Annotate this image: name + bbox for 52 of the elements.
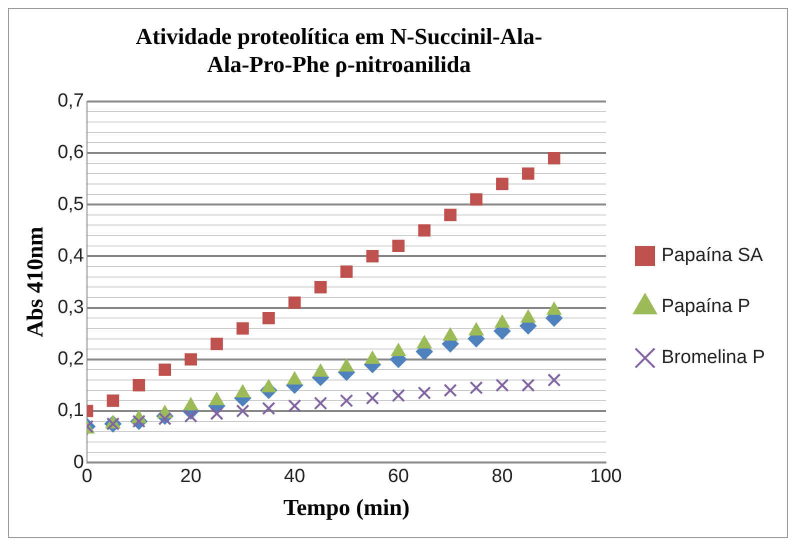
legend-label: Papaína SA — [662, 245, 764, 266]
point — [470, 193, 482, 206]
point — [547, 373, 561, 387]
y-tick-label: 0,6 — [58, 142, 84, 164]
x-tick-label: 20 — [180, 466, 202, 488]
point — [158, 364, 172, 376]
point — [366, 250, 379, 262]
point — [132, 379, 146, 392]
point — [392, 240, 405, 252]
point — [210, 406, 224, 420]
point — [522, 167, 534, 180]
point — [262, 312, 275, 324]
point — [444, 208, 456, 222]
point — [548, 152, 560, 164]
point — [210, 338, 223, 350]
point — [288, 399, 302, 412]
x-tick-label: 60 — [388, 466, 409, 488]
point — [184, 353, 197, 366]
point — [184, 410, 198, 423]
point — [340, 266, 353, 278]
point — [340, 394, 354, 408]
point — [496, 378, 509, 392]
point — [262, 402, 276, 416]
y-tick-label: 0,5 — [58, 194, 84, 215]
point — [392, 388, 406, 402]
point — [366, 391, 380, 405]
point — [496, 178, 508, 190]
y-tick-label: 0,4 — [58, 245, 84, 266]
chart-title: Atividade proteolítica em N-Succinil-Ala-Ala-Pro-Phe ρ-nitroanilida — [134, 23, 544, 79]
point — [106, 394, 120, 407]
point — [236, 322, 249, 335]
point — [314, 396, 328, 410]
x-axis-title: Tempo (min) — [283, 495, 410, 520]
y-tick-label: 0,7 — [58, 90, 84, 112]
point — [444, 384, 457, 398]
y-axis-title: Abs 410nm — [22, 226, 48, 338]
y-tick-label: 0,1 — [58, 400, 84, 422]
point — [418, 224, 431, 237]
legend-label: Bromelina P — [662, 347, 766, 368]
point — [470, 381, 483, 394]
y-tick-label: 0,3 — [58, 297, 84, 318]
x-tick-label: 80 — [492, 466, 513, 488]
point — [314, 281, 327, 294]
point — [418, 386, 432, 400]
point — [288, 296, 301, 309]
point — [522, 378, 535, 392]
x-tick-label: 40 — [284, 466, 306, 488]
point — [236, 404, 250, 418]
legend-label: Papaína P — [662, 296, 750, 318]
point — [158, 412, 172, 426]
x-tick-label: 100 — [590, 466, 622, 488]
y-tick-label: 0,2 — [58, 348, 84, 370]
